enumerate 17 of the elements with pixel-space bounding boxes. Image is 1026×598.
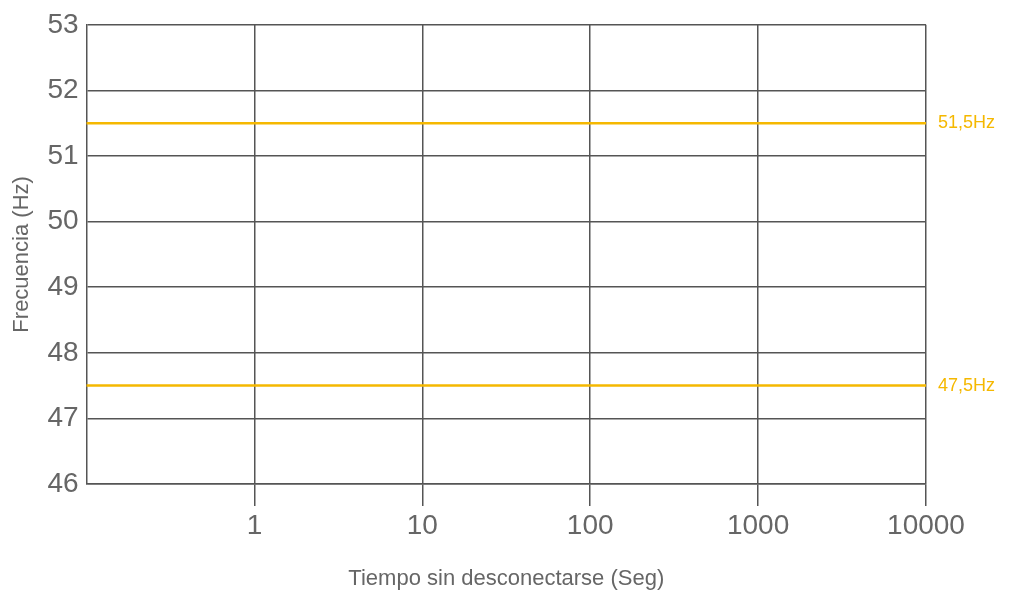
ref-line-label: 47,5Hz	[938, 374, 996, 395]
x-tick-label: 100	[566, 508, 614, 540]
x-tick-label: 1000	[726, 508, 790, 540]
y-tick-label: 47	[47, 401, 79, 433]
y-tick-label: 48	[47, 335, 79, 367]
y-tick-label: 52	[47, 73, 79, 105]
y-axis-title: Frecuencia (Hz)	[8, 176, 34, 333]
y-tick-label: 51	[47, 138, 79, 170]
y-tick-label: 49	[47, 269, 79, 301]
ref-line-label: 51,5Hz	[938, 112, 996, 133]
x-tick-label: 1	[246, 508, 263, 540]
x-tick-label: 10	[406, 508, 438, 540]
x-axis-title: Tiempo sin desconectarse (Seg)	[348, 564, 665, 590]
y-tick-label: 46	[47, 466, 79, 498]
y-tick-label: 53	[47, 7, 79, 39]
y-tick-label: 50	[47, 204, 79, 236]
x-tick-label: 10000	[887, 508, 965, 540]
